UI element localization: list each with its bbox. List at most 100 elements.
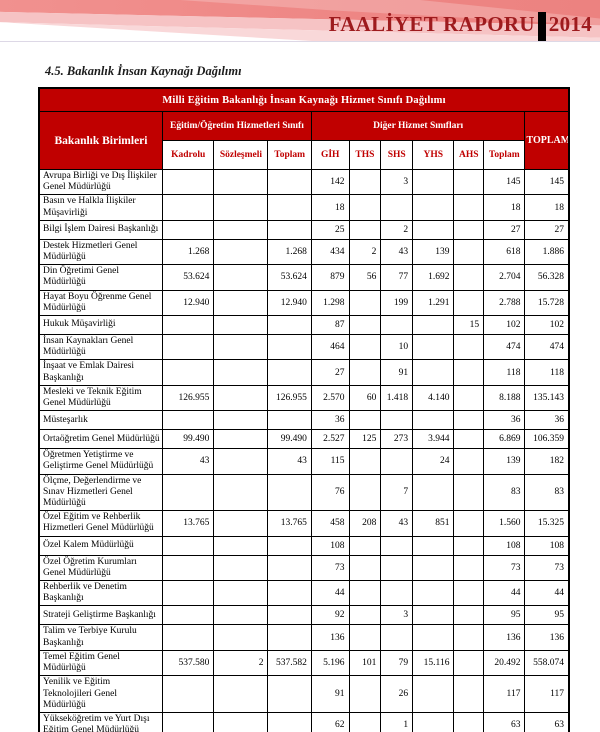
value-cell: 83 [524,473,570,512]
value-cell [453,535,485,556]
value-cell [213,510,269,537]
value-cell: 2.570 [310,384,350,412]
subheader-yhs: YHS [412,140,455,170]
value-cell [412,359,455,386]
unit-label-cell: İnşaat ve Emlak Dairesi Başkanlığı [38,359,163,386]
value-cell [267,194,312,221]
value-cell [267,219,312,240]
value-cell: 87 [310,315,350,336]
unit-label-cell: İnsan Kaynakları Genel Müdürlüğü [38,334,163,361]
value-cell [213,535,269,556]
table-row: Öğretmen Yetiştirme ve Geliştirme Genel … [38,448,570,475]
value-cell [348,624,382,651]
value-cell: 102 [524,315,570,336]
value-cell: 24 [412,448,455,475]
page-header-banner: FAALİYET RAPORU 2014 [0,0,600,42]
value-cell [453,510,485,537]
unit-label-cell: Strateji Geliştirme Başkanlığı [38,605,163,626]
table-row: Ortaöğretim Genel Müdürlüğü 99.490 99.490 2… [38,429,570,450]
table-row: Bilgi İşlem Dairesi Başkanlığı 25 2 27 27 [38,219,570,240]
value-cell [267,359,312,386]
value-cell [161,711,215,732]
value-cell: 273 [380,429,414,450]
value-cell: 27 [310,359,350,386]
value-cell: 18 [310,194,350,221]
value-cell [412,219,455,240]
value-cell [412,334,455,361]
value-cell: 117 [524,675,570,713]
total-header-cell: TOPLAM [524,111,570,170]
value-cell: 108 [524,535,570,556]
value-cell: 136 [310,624,350,651]
value-cell: 537.580 [161,649,215,677]
value-cell [412,605,455,626]
value-cell: 434 [310,238,350,266]
value-cell: 83 [483,473,526,512]
value-cell [453,264,485,291]
value-cell [412,711,455,732]
value-cell: 53.624 [161,264,215,291]
table-title: Milli Eğitim Bakanlığı İnsan Kaynağı Hiz… [38,87,570,112]
value-cell: 1.886 [524,238,570,266]
value-cell: 126.955 [161,384,215,412]
value-cell [412,194,455,221]
value-cell: 142 [310,168,350,196]
value-cell [267,554,312,582]
value-cell [213,194,269,221]
value-cell [267,535,312,556]
value-cell [453,429,485,450]
value-cell: 27 [483,219,526,240]
value-cell [267,410,312,431]
table-row: İnsan Kaynakları Genel Müdürlüğü 464 10 474… [38,334,570,361]
divider-bar [537,12,546,41]
value-cell [161,473,215,512]
unit-label-cell: Öğretmen Yetiştirme ve Geliştirme Genel … [38,448,163,475]
value-cell [267,675,312,713]
table-row: Mesleki ve Teknik Eğitim Genel Müdürlüğü… [38,384,570,412]
value-cell: 115 [310,448,350,475]
unit-label-cell: Ölçme, Değerlendirme ve Sınav Hizmetleri… [38,473,163,512]
value-cell [213,675,269,713]
value-cell: 44 [524,580,570,607]
value-cell [412,473,455,512]
value-cell: 44 [483,580,526,607]
value-cell: 56.328 [524,264,570,291]
value-cell [453,554,485,582]
value-cell: 618 [483,238,526,266]
table-row: Yükseköğretim ve Yurt Dışı Eğitim Genel … [38,711,570,732]
value-cell [412,580,455,607]
value-cell [453,649,485,677]
value-cell: 1.268 [161,238,215,266]
table-row: Ölçme, Değerlendirme ve Sınav Hizmetleri… [38,473,570,512]
value-cell [213,580,269,607]
value-cell: 125 [348,429,382,450]
value-cell: 43 [267,448,312,475]
value-cell: 62 [310,711,350,732]
value-cell: 108 [310,535,350,556]
value-cell: 135.143 [524,384,570,412]
value-cell: 208 [348,510,382,537]
value-cell: 102 [483,315,526,336]
value-cell [412,624,455,651]
value-cell [161,580,215,607]
value-cell: 63 [524,711,570,732]
value-cell: 36 [483,410,526,431]
value-cell: 43 [380,238,414,266]
value-cell [213,359,269,386]
value-cell [453,238,485,266]
value-cell [453,219,485,240]
value-cell: 95 [524,605,570,626]
table-row: Müsteşarlık 36 36 36 [38,410,570,431]
value-cell: 3.944 [412,429,455,450]
value-cell [161,334,215,361]
value-cell: 73 [524,554,570,582]
value-cell: 43 [380,510,414,537]
value-cell: 558.074 [524,649,570,677]
value-cell [453,194,485,221]
unit-label-cell: Talim ve Terbiye Kurulu Başkanlığı [38,624,163,651]
table-row: Avrupa Birliği ve Dış İlişkiler Genel Mü… [38,168,570,196]
value-cell: 1.560 [483,510,526,537]
value-cell: 13.765 [267,510,312,537]
value-cell [213,219,269,240]
